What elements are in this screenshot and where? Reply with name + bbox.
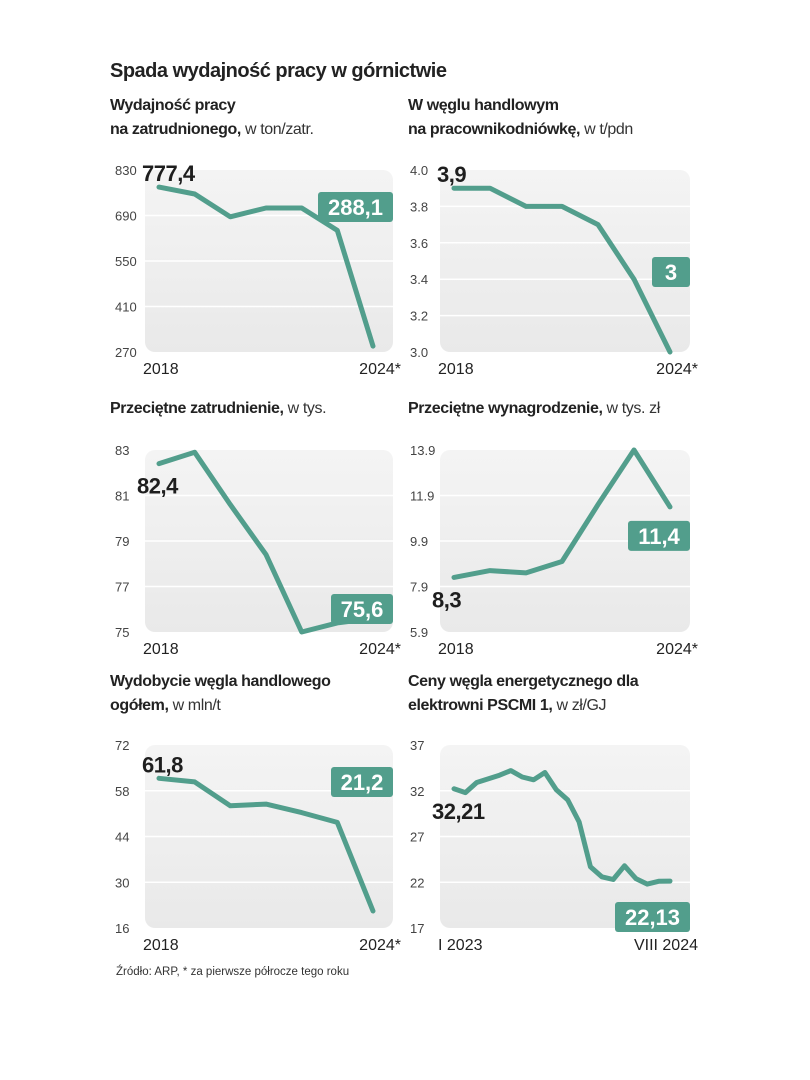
end-value-badge — [615, 902, 690, 932]
y-tick-label: 83 — [115, 443, 129, 458]
y-tick-label: 79 — [115, 534, 129, 549]
x-tick-label-end: 2024* — [359, 937, 401, 954]
start-value-label: 61,8 — [142, 752, 183, 777]
end-value-label: 22,13 — [625, 905, 680, 930]
end-value-label: 75,6 — [341, 597, 384, 622]
y-tick-label: 5.9 — [410, 625, 428, 640]
y-tick-label: 3.6 — [410, 236, 428, 251]
y-tick-label: 13.9 — [410, 443, 435, 458]
chart-3-title-line-1: Przeciętne zatrudnienie, — [110, 400, 284, 417]
y-tick-label: 81 — [115, 489, 129, 504]
data-line — [156, 184, 376, 349]
start-value-label: 777,4 — [142, 161, 196, 186]
start-value-label: 3,9 — [437, 162, 466, 187]
end-value-label: 288,1 — [328, 195, 383, 220]
infographic-title: Spada wydajność pracy w górnictwie — [110, 60, 447, 82]
y-tick-label: 3.8 — [410, 199, 428, 214]
y-tick-label: 7.9 — [410, 580, 428, 595]
plot-background — [440, 170, 690, 352]
end-value-badge — [628, 520, 690, 551]
x-tick-label-end: 2024* — [359, 641, 401, 658]
y-tick-label: 75 — [115, 625, 129, 640]
data-line — [156, 775, 376, 914]
y-tick-label: 72 — [115, 738, 129, 753]
y-tick-label: 830 — [115, 163, 137, 178]
y-tick-label: 32 — [410, 784, 424, 799]
chart-5-title-line-2: ogółem, — [110, 697, 169, 714]
x-tick-label-start: 2018 — [143, 361, 179, 378]
y-tick-label: 690 — [115, 209, 137, 224]
x-tick-label-end: 2024* — [656, 361, 698, 378]
y-tick-label: 22 — [410, 875, 424, 890]
chart-3-subtitle: Przeciętne zatrudnienie, w tys. — [110, 397, 327, 421]
end-value-label: 3 — [665, 260, 677, 285]
x-tick-label-start: 2018 — [438, 641, 474, 658]
chart-1-subtitle: Wydajność pracy na zatrudnionego, w ton/… — [110, 94, 314, 142]
y-tick-label: 27 — [410, 830, 424, 845]
chart-5-title-line-1: Wydobycie węgla handlowego — [110, 673, 331, 690]
y-tick-label: 11.9 — [410, 489, 434, 504]
chart-4-unit: w tys. zł — [602, 400, 661, 417]
y-tick-label: 17 — [410, 921, 424, 936]
start-value-label: 32,21 — [432, 799, 485, 824]
start-value-label: 82,4 — [137, 474, 179, 499]
chart-2-unit: w t/pdn — [580, 121, 633, 138]
x-tick-label-end: VIII 2024 — [634, 937, 698, 954]
x-tick-label-start: 2018 — [143, 641, 179, 658]
y-tick-label: 9.9 — [410, 534, 428, 549]
chart-2-subtitle: W węglu handlowym na pracownikodniówkę, … — [408, 94, 633, 142]
end-value-badge — [318, 192, 393, 222]
y-tick-label: 77 — [115, 580, 129, 595]
y-tick-label: 4.0 — [410, 163, 428, 178]
source-note: Źródło: ARP, * za pierwsze półrocze tego… — [116, 966, 350, 978]
x-tick-label-end: 2024* — [359, 361, 401, 378]
chart-4-subtitle: Przeciętne wynagrodzenie, w tys. zł — [408, 397, 660, 421]
chart-6-title-line-2: elektrowni PSCMI 1, — [408, 697, 553, 714]
y-tick-label: 30 — [115, 875, 129, 890]
y-tick-label: 270 — [115, 345, 137, 360]
end-value-label: 21,2 — [341, 770, 384, 795]
y-tick-label: 44 — [115, 830, 129, 845]
x-tick-label-end: 2024* — [656, 641, 698, 658]
y-tick-label: 37 — [410, 738, 424, 753]
chart-2-title-line-1: W węglu handlowym — [408, 97, 559, 114]
y-tick-label: 3.4 — [410, 272, 428, 287]
chart-6-subtitle: Ceny węgla energetycznego dla elektrowni… — [408, 670, 639, 718]
y-tick-label: 3.2 — [410, 309, 428, 324]
chart-6-title-line-1: Ceny węgla energetycznego dla — [408, 673, 639, 690]
end-value-badge — [331, 767, 393, 797]
chart-2-title-line-2: na pracownikodniówkę, — [408, 121, 581, 138]
x-tick-label-start: 2018 — [438, 361, 474, 378]
chart-4-title-line-1: Przeciętne wynagrodzenie, — [408, 400, 603, 417]
chart-3-unit: w tys. — [283, 400, 327, 417]
data-line — [451, 185, 673, 355]
y-tick-label: 3.0 — [410, 345, 428, 360]
chart-1-title-line-2: na zatrudnionego, — [110, 121, 241, 138]
end-value-label: 11,4 — [638, 524, 680, 549]
x-tick-label-start: 2018 — [143, 937, 179, 954]
y-tick-label: 16 — [115, 921, 129, 936]
data-line — [451, 447, 673, 580]
x-tick-label-start: I 2023 — [438, 937, 483, 954]
chart-6-unit: w zł/GJ — [552, 697, 607, 714]
data-line — [451, 768, 673, 887]
end-value-badge — [652, 257, 690, 287]
y-tick-label: 410 — [115, 300, 137, 315]
chart-1-title-line-1: Wydajność pracy — [110, 97, 236, 114]
chart-1-unit: w ton/zatr. — [240, 121, 314, 138]
y-tick-label: 58 — [115, 784, 129, 799]
start-value-label: 8,3 — [432, 587, 461, 612]
y-tick-label: 550 — [115, 254, 137, 269]
chart-5-subtitle: Wydobycie węgla handlowego ogółem, w mln… — [110, 670, 331, 718]
chart-5-unit: w mln/t — [168, 697, 221, 714]
end-value-badge — [331, 594, 393, 624]
